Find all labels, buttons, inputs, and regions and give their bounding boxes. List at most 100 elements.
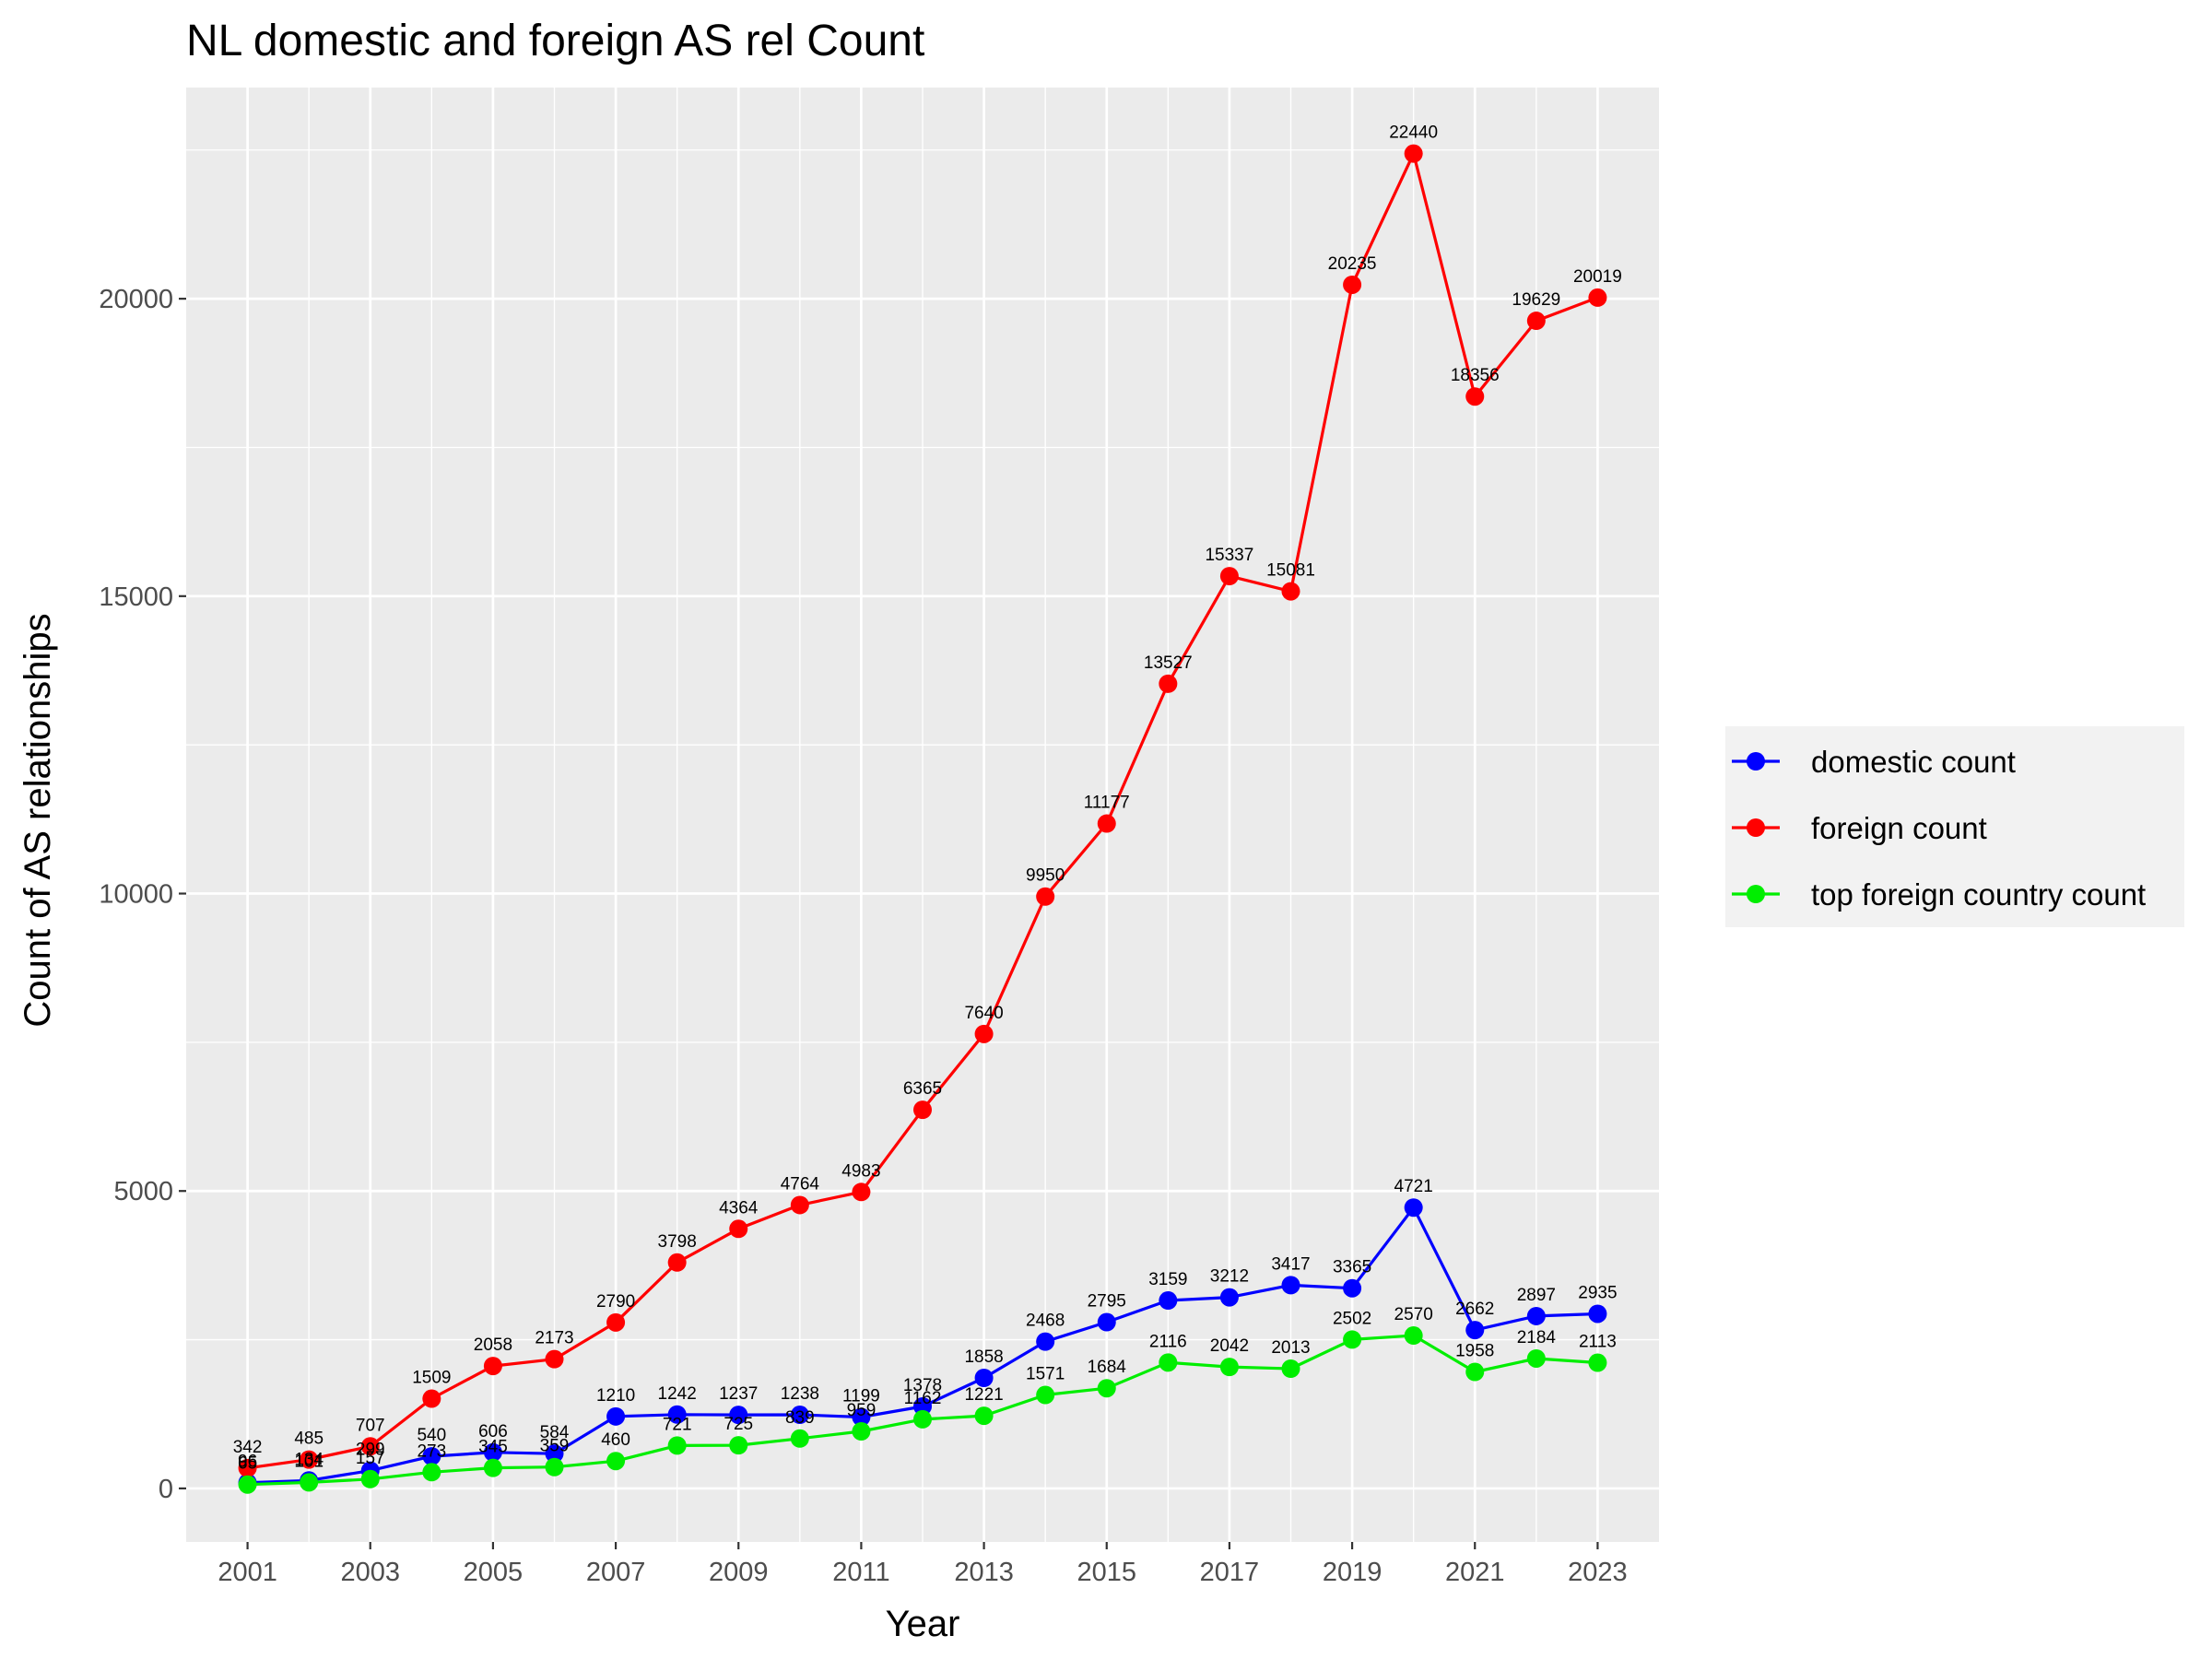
- data-point: [790, 1429, 809, 1448]
- data-label: 65: [238, 1454, 257, 1474]
- data-label: 3417: [1271, 1254, 1310, 1274]
- x-tick-label: 2023: [1568, 1558, 1628, 1587]
- data-label: 3798: [658, 1232, 697, 1252]
- data-label: 959: [847, 1401, 877, 1420]
- data-point: [1343, 1330, 1362, 1349]
- data-label: 1237: [719, 1384, 758, 1404]
- data-point: [545, 1457, 564, 1477]
- axis-ticks: [179, 298, 1599, 1549]
- data-point: [1343, 1278, 1362, 1298]
- data-point: [1404, 1198, 1423, 1218]
- major-gridlines: [186, 88, 1659, 1542]
- y-tick-label: 5000: [113, 1177, 173, 1206]
- x-tick-label: 2001: [218, 1558, 277, 1587]
- data-label: 2184: [1517, 1328, 1557, 1347]
- data-label: 721: [663, 1415, 692, 1434]
- data-point: [1526, 312, 1546, 331]
- data-label: 1210: [596, 1386, 635, 1406]
- x-tick-label: 2005: [464, 1558, 524, 1587]
- data-point: [913, 1409, 932, 1429]
- x-tick-label: 2011: [832, 1558, 889, 1587]
- data-point: [1159, 1353, 1178, 1372]
- data-point: [913, 1396, 932, 1416]
- data-point: [974, 1368, 994, 1387]
- y-axis-title: Count of AS relationships: [18, 613, 58, 1027]
- data-label: 1571: [1026, 1365, 1065, 1384]
- data-point: [729, 1436, 748, 1455]
- data-point: [1036, 887, 1055, 906]
- legend-entry-label: domestic count: [1811, 745, 2016, 779]
- data-label: 96: [238, 1453, 257, 1472]
- x-tick-label: 2015: [1077, 1558, 1136, 1587]
- x-axis-title: Year: [886, 1604, 960, 1644]
- data-label: 2795: [1088, 1292, 1126, 1312]
- chart-title: NL domestic and foreign AS rel Count: [186, 17, 924, 65]
- data-label: 4364: [719, 1198, 759, 1218]
- data-label: 1684: [1088, 1358, 1127, 1377]
- data-label: 4721: [1394, 1177, 1433, 1196]
- data-label: 9950: [1026, 866, 1065, 886]
- data-point: [1281, 582, 1300, 601]
- data-label: 19629: [1512, 290, 1560, 310]
- data-point: [1097, 1379, 1116, 1398]
- data-label: 18356: [1451, 366, 1500, 385]
- data-point: [1219, 1358, 1239, 1377]
- data-point: [974, 1024, 994, 1043]
- data-point: [1588, 288, 1607, 307]
- data-point: [1588, 1304, 1607, 1324]
- data-label: 1221: [964, 1385, 1003, 1405]
- data-label: 2113: [1579, 1333, 1617, 1352]
- data-label: 584: [540, 1423, 570, 1442]
- data-point: [1465, 1362, 1485, 1382]
- y-tick-label: 20000: [99, 285, 173, 314]
- data-label: 2058: [474, 1335, 512, 1355]
- data-point: [1588, 1353, 1607, 1372]
- x-tick-label: 2013: [954, 1558, 1014, 1587]
- data-point: [238, 1458, 257, 1477]
- data-label: 273: [417, 1441, 446, 1461]
- data-label: 134: [294, 1450, 324, 1469]
- data-label: 11177: [1084, 794, 1130, 813]
- data-label: 2468: [1026, 1312, 1065, 1331]
- data-label: 3159: [1148, 1270, 1187, 1289]
- data-point: [360, 1437, 380, 1456]
- data-point: [483, 1442, 502, 1462]
- data-label: 485: [294, 1430, 324, 1449]
- x-tick-label: 2009: [709, 1558, 769, 1587]
- y-tick-label: 0: [159, 1475, 173, 1504]
- data-label: 6365: [903, 1079, 942, 1099]
- data-label: 2116: [1149, 1332, 1187, 1351]
- data-label: 15081: [1266, 561, 1315, 581]
- data-point: [913, 1100, 932, 1120]
- data-point: [360, 1469, 380, 1488]
- data-label: 707: [356, 1416, 385, 1435]
- legend-key-point: [1747, 885, 1765, 903]
- data-point: [1404, 144, 1423, 163]
- data-label: 839: [785, 1408, 815, 1428]
- minor-gridlines: [186, 88, 1659, 1542]
- data-label: 1162: [904, 1389, 942, 1408]
- data-point: [1281, 1276, 1300, 1295]
- data-point: [1465, 1321, 1485, 1340]
- data-label: 540: [417, 1426, 446, 1445]
- data-point: [545, 1444, 564, 1464]
- data-point: [1465, 387, 1485, 406]
- x-tick-label: 2017: [1200, 1558, 1260, 1587]
- data-point: [606, 1452, 626, 1471]
- data-label: 2662: [1455, 1300, 1494, 1319]
- data-label: 22440: [1389, 124, 1438, 143]
- data-point: [790, 1406, 809, 1425]
- data-point: [606, 1406, 626, 1426]
- data-label: 4764: [781, 1174, 820, 1194]
- y-tick-label: 10000: [99, 880, 173, 910]
- data-label: 345: [478, 1438, 508, 1457]
- series-points: [238, 144, 1607, 1494]
- data-point: [729, 1406, 748, 1425]
- data-label: 1199: [842, 1387, 880, 1406]
- data-point: [422, 1389, 441, 1408]
- data-label: 2935: [1578, 1283, 1617, 1302]
- data-label: 359: [540, 1437, 570, 1456]
- data-label: 299: [356, 1441, 385, 1460]
- data-point: [1281, 1359, 1300, 1378]
- data-point: [1159, 674, 1178, 693]
